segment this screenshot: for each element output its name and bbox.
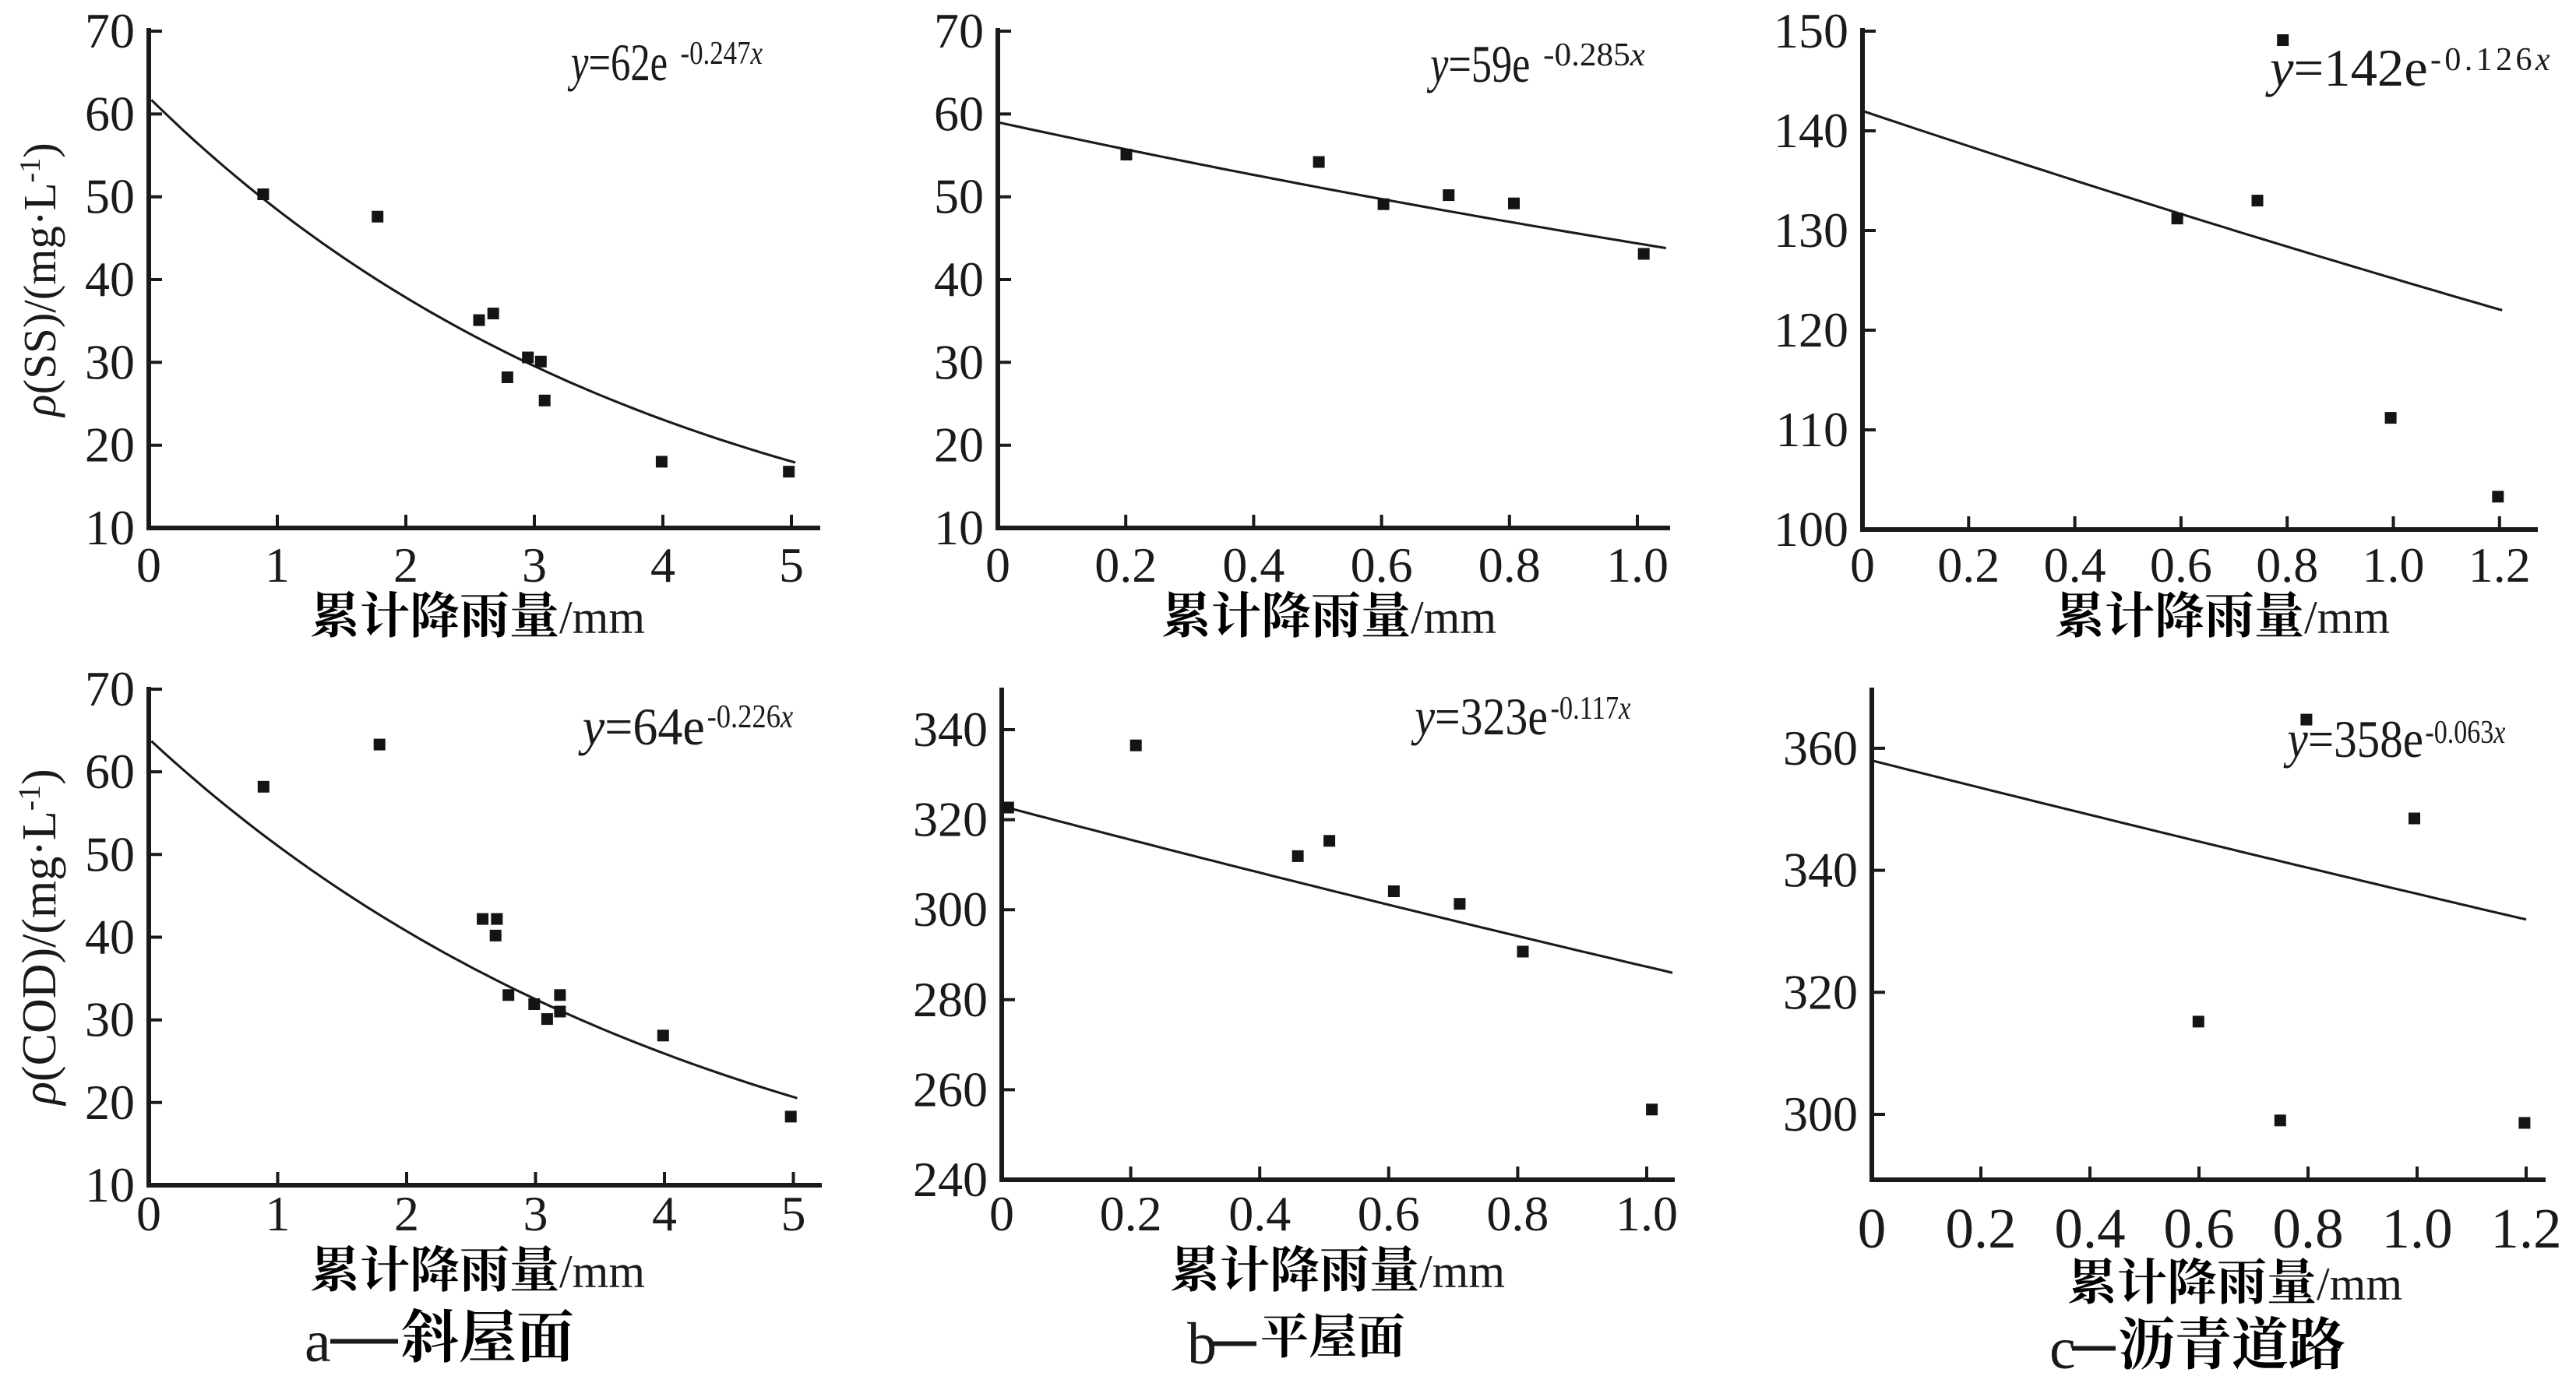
svg-text:ρ(SS)/(mg·L-1): ρ(SS)/(mg·L-1) <box>14 143 65 418</box>
svg-text:0.2: 0.2 <box>1945 1197 2016 1260</box>
svg-text:0: 0 <box>136 1186 161 1241</box>
svg-text:10: 10 <box>85 1157 135 1212</box>
svg-text:0: 0 <box>1858 1197 1887 1260</box>
svg-text:360: 360 <box>1783 720 1858 776</box>
svg-text:-0.226x: -0.226x <box>707 699 794 735</box>
svg-text:0.4: 0.4 <box>1228 1186 1291 1241</box>
svg-text:50: 50 <box>85 826 135 882</box>
svg-text:40: 40 <box>85 910 135 965</box>
svg-text:0.6: 0.6 <box>2150 537 2212 593</box>
svg-text:40: 40 <box>85 252 135 307</box>
svg-text:1.0: 1.0 <box>1616 1186 1678 1241</box>
svg-text:0.8: 0.8 <box>2272 1197 2343 1260</box>
svg-text:0.2: 0.2 <box>1937 537 2000 593</box>
svg-text:c: c <box>2049 1316 2076 1376</box>
svg-text:260: 260 <box>913 1061 988 1117</box>
svg-text:60: 60 <box>85 86 135 141</box>
svg-text:20: 20 <box>85 1075 135 1130</box>
svg-text:a: a <box>305 1309 331 1374</box>
svg-text:-0.247x: -0.247x <box>680 36 762 72</box>
svg-text:140: 140 <box>1774 103 1848 158</box>
svg-text:1.2: 1.2 <box>2490 1197 2561 1260</box>
svg-text:5: 5 <box>779 537 804 593</box>
svg-text:10: 10 <box>85 500 135 555</box>
svg-text:0.8: 0.8 <box>1478 537 1541 593</box>
svg-text:/mm: /mm <box>2317 1258 2402 1310</box>
svg-text:0.8: 0.8 <box>1486 1186 1549 1241</box>
svg-text:3: 3 <box>522 537 547 593</box>
svg-text:70: 70 <box>85 3 135 58</box>
svg-text:y=64e: y=64e <box>578 698 705 756</box>
svg-text:1: 1 <box>265 537 290 593</box>
svg-text:4: 4 <box>652 1186 677 1241</box>
svg-text:1: 1 <box>266 1186 291 1241</box>
svg-text:240: 240 <box>913 1152 988 1207</box>
svg-text:280: 280 <box>913 972 988 1027</box>
svg-text:0.6: 0.6 <box>1358 1186 1420 1241</box>
svg-text:3: 3 <box>523 1186 548 1241</box>
svg-text:y=323e: y=323e <box>1411 688 1548 746</box>
svg-text:70: 70 <box>85 661 135 716</box>
svg-text:0: 0 <box>985 537 1010 593</box>
svg-text:70: 70 <box>934 3 984 58</box>
svg-text:60: 60 <box>85 744 135 799</box>
svg-text:/mm: /mm <box>559 592 645 643</box>
svg-text:-0.063x: -0.063x <box>2425 715 2505 751</box>
svg-text:1.0: 1.0 <box>1606 537 1669 593</box>
svg-text:-0.117x: -0.117x <box>1550 691 1630 727</box>
svg-text:100: 100 <box>1774 501 1848 557</box>
svg-text:50: 50 <box>85 169 135 224</box>
svg-text:/mm: /mm <box>1411 592 1496 643</box>
svg-text:-0.126x: -0.126x <box>2430 42 2553 78</box>
svg-text:1.0: 1.0 <box>2381 1197 2452 1260</box>
svg-text:340: 340 <box>1783 843 1858 898</box>
svg-text:1.2: 1.2 <box>2469 537 2531 593</box>
svg-text:0.4: 0.4 <box>2054 1197 2125 1260</box>
svg-text:y=59e: y=59e <box>1426 36 1531 94</box>
svg-text:320: 320 <box>913 792 988 847</box>
svg-text:30: 30 <box>934 334 984 389</box>
svg-text:1.0: 1.0 <box>2363 537 2425 593</box>
svg-text:30: 30 <box>85 992 135 1047</box>
svg-text:10: 10 <box>934 500 984 555</box>
svg-text:0.2: 0.2 <box>1100 1186 1162 1241</box>
svg-text:0.6: 0.6 <box>2163 1197 2234 1260</box>
svg-text:0: 0 <box>1850 537 1875 593</box>
svg-text:320: 320 <box>1783 964 1858 1019</box>
svg-text:340: 340 <box>913 702 988 757</box>
svg-text:20: 20 <box>934 417 984 473</box>
svg-text:/mm: /mm <box>2304 592 2390 643</box>
svg-text:0: 0 <box>136 537 161 593</box>
svg-text:0: 0 <box>989 1186 1014 1241</box>
svg-text:5: 5 <box>781 1186 806 1241</box>
svg-text:120: 120 <box>1774 302 1848 357</box>
svg-text:y=358e: y=358e <box>2283 709 2423 769</box>
svg-text:y=142e: y=142e <box>2265 38 2428 97</box>
svg-text:0.2: 0.2 <box>1094 537 1157 593</box>
svg-text:4: 4 <box>650 537 675 593</box>
svg-text:y=62e: y=62e <box>568 33 668 92</box>
svg-text:/mm: /mm <box>559 1246 645 1297</box>
svg-text:0.4: 0.4 <box>2044 537 2106 593</box>
svg-text:0.6: 0.6 <box>1351 537 1413 593</box>
svg-text:300: 300 <box>1783 1086 1858 1142</box>
svg-text:130: 130 <box>1774 202 1848 258</box>
svg-text:/mm: /mm <box>1419 1246 1505 1297</box>
svg-text:2: 2 <box>393 537 418 593</box>
svg-text:40: 40 <box>934 252 984 307</box>
svg-text:ρ(COD)/(mg·L-1): ρ(COD)/(mg·L-1) <box>12 769 66 1107</box>
svg-text:2: 2 <box>394 1186 419 1241</box>
svg-text:0.8: 0.8 <box>2256 537 2318 593</box>
svg-text:30: 30 <box>85 334 135 389</box>
svg-text:300: 300 <box>913 882 988 937</box>
svg-text:60: 60 <box>934 86 984 141</box>
svg-text:110: 110 <box>1775 402 1848 457</box>
svg-text:0.4: 0.4 <box>1222 537 1284 593</box>
svg-text:50: 50 <box>934 169 984 224</box>
svg-text:20: 20 <box>85 417 135 473</box>
svg-text:150: 150 <box>1774 3 1848 58</box>
svg-text:-0.285x: -0.285x <box>1543 37 1645 73</box>
